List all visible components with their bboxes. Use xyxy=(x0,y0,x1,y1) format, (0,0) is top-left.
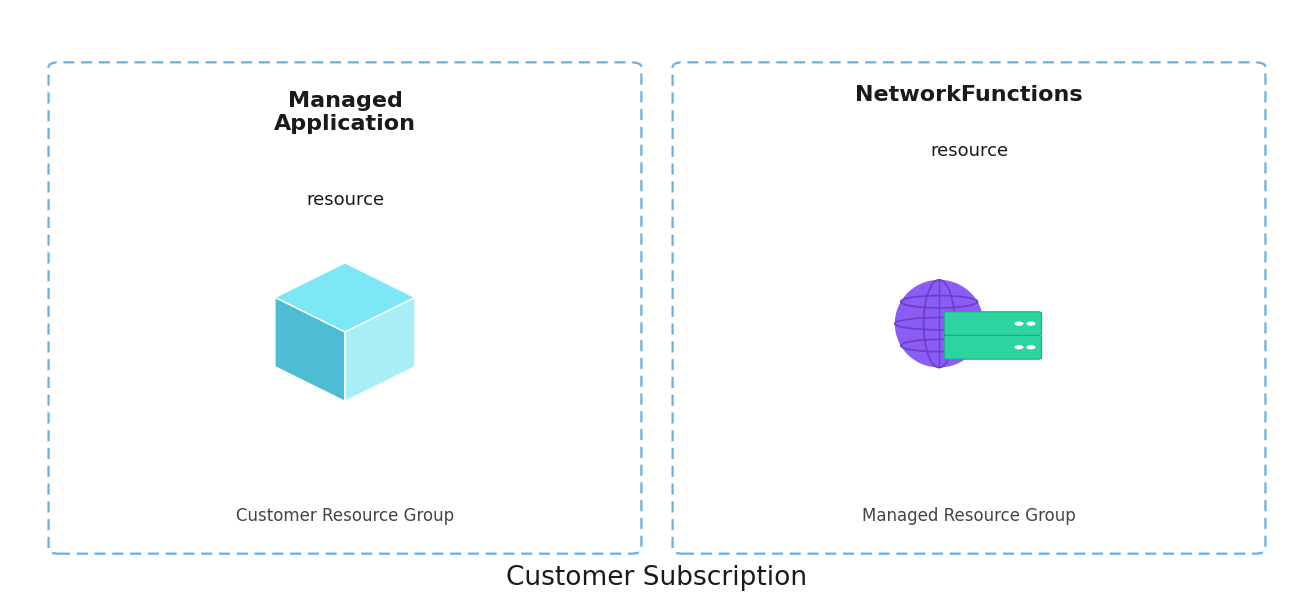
Polygon shape xyxy=(346,298,415,402)
FancyBboxPatch shape xyxy=(945,335,1042,359)
Text: Managed
Application: Managed Application xyxy=(275,91,417,134)
FancyBboxPatch shape xyxy=(945,312,1042,336)
FancyBboxPatch shape xyxy=(673,62,1265,554)
Circle shape xyxy=(1026,345,1035,349)
Circle shape xyxy=(1014,345,1024,349)
Text: resource: resource xyxy=(930,142,1008,160)
Polygon shape xyxy=(275,298,346,402)
Polygon shape xyxy=(895,280,984,368)
Text: NetworkFunctions: NetworkFunctions xyxy=(855,85,1083,105)
Text: resource: resource xyxy=(306,190,384,209)
Circle shape xyxy=(1026,322,1035,326)
Text: Customer Subscription: Customer Subscription xyxy=(506,565,808,591)
Circle shape xyxy=(1014,322,1024,326)
Text: Managed Resource Group: Managed Resource Group xyxy=(862,507,1076,525)
Polygon shape xyxy=(275,263,415,332)
Text: Customer Resource Group: Customer Resource Group xyxy=(237,507,455,525)
FancyBboxPatch shape xyxy=(49,62,641,554)
